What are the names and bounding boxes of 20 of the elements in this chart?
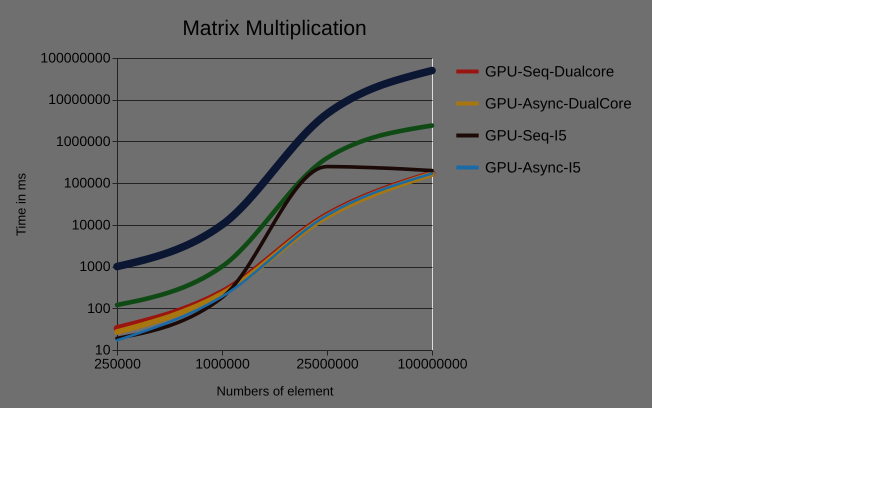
chart-title: Matrix Multiplication [182,17,367,40]
x-tick-label: 1000000 [195,356,250,372]
y-tick-label: 10000000 [48,91,111,108]
y-tick-label: 1000000 [56,132,111,149]
y-tick-label: 10 [94,342,111,358]
y-tick-label: 100000 [64,174,111,191]
x-tick-label: 250000 [94,356,142,372]
y-tick-label: 100 [87,300,111,316]
legend-label: GPU-Seq-I5 [485,128,567,144]
line-series [114,123,434,308]
y-tick-label: 100000000 [40,50,111,66]
x-tick-label: 25000000 [296,356,359,372]
y-tick-label: 10000 [72,216,111,232]
y-axis-title: Time in ms [13,172,28,236]
x-axis-title: Numbers of element [216,384,334,398]
legend-label: GPU-Seq-Dualcore [485,64,614,80]
legend-label: GPU-Async-DualCore [485,96,632,112]
y-tick-label: 1000 [79,258,111,274]
x-tick-label: 100000000 [397,356,468,372]
legend-label: GPU-Async-I5 [485,160,581,176]
